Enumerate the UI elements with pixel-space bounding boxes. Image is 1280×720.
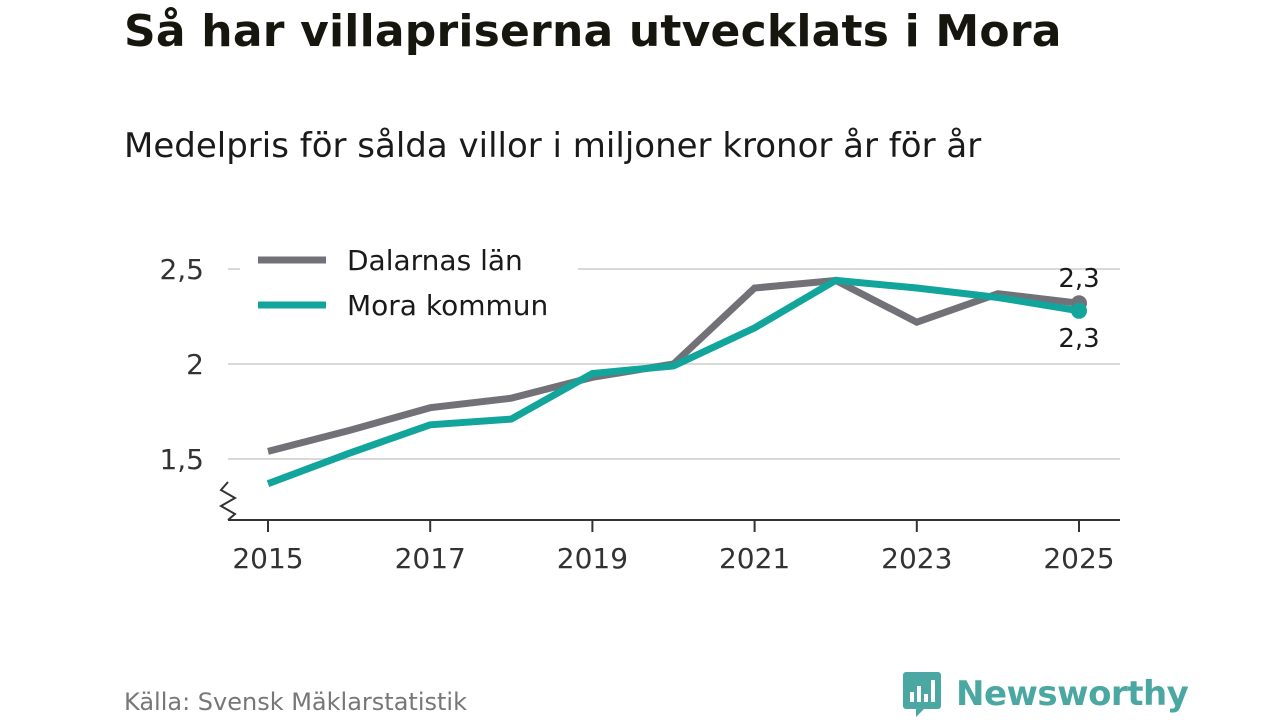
end-label: 2,3 [1058, 264, 1099, 294]
x-tick-label: 2021 [719, 542, 790, 575]
y-tick-label: 2,5 [159, 253, 204, 286]
x-tick-label: 2017 [395, 542, 466, 575]
legend-background [240, 232, 578, 328]
series-line-1 [266, 276, 1080, 487]
legend-label: Mora kommun [347, 289, 548, 322]
x-tick-label: 2023 [881, 542, 952, 575]
legend: Dalarnas län Mora kommun [240, 232, 578, 328]
line-chart: 1,5 2 2,5 2015 2017 2019 2021 2023 2025 2,3 2,3 D… [159, 232, 1120, 575]
x-tick-label: 2019 [557, 542, 628, 575]
brand-logo: Newsworthy [902, 670, 1189, 718]
x-tick-label: 2015 [232, 542, 303, 575]
source-note: Källa: Svensk Mäklarstatistik [124, 688, 467, 716]
series-end-marker-1 [1071, 302, 1087, 319]
axis-break-icon [218, 481, 238, 521]
y-tick-label: 2 [186, 348, 204, 381]
y-tick-label: 1,5 [159, 443, 204, 476]
x-tick-label: 2025 [1043, 542, 1114, 575]
brand-name: Newsworthy [956, 674, 1189, 714]
end-label: 2,3 [1058, 324, 1099, 354]
legend-label: Dalarnas län [347, 244, 523, 277]
chart-subtitle: Medelpris för sålda villor i miljoner kr… [124, 126, 982, 166]
chart-title: Så har villapriserna utvecklats i Mora [124, 6, 1062, 57]
axes: 1,5 2 2,5 2015 2017 2019 2021 2023 2025 [159, 253, 1120, 575]
end-labels: 2,3 2,3 [1058, 264, 1099, 354]
newsworthy-icon [903, 672, 941, 717]
series-lines [266, 276, 1087, 487]
